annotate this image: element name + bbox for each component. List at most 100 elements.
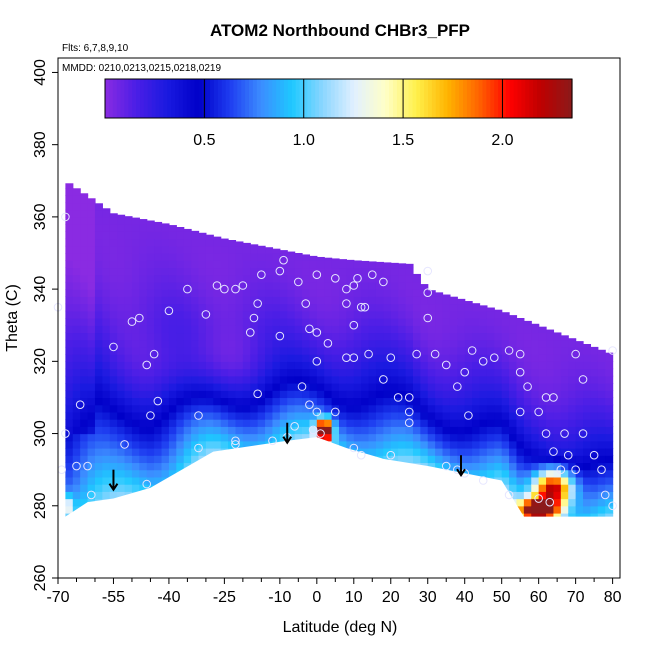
heat-cell-1362 [361, 368, 370, 377]
heat-cell-599 [168, 332, 177, 341]
heat-cell-1407 [375, 448, 384, 456]
heat-cell-871 [228, 253, 237, 261]
heat-cell-1293 [339, 260, 347, 269]
heat-cell-928 [242, 274, 251, 283]
heat-cell-1916 [516, 476, 525, 485]
heat-cell-455 [139, 281, 148, 290]
heat-cell-434 [139, 433, 148, 442]
heat-cell-2147 [575, 368, 584, 377]
heat-cell-1377 [361, 260, 370, 269]
heat-cell-1807 [479, 310, 488, 319]
heat-cell-1542 [405, 310, 414, 319]
heat-cell-1930 [516, 375, 525, 384]
heat-cell-2164 [583, 426, 592, 435]
heat-cell-1068 [279, 303, 288, 312]
heat-cell-1038 [272, 318, 281, 326]
colorbar-cell-84 [431, 79, 437, 118]
heat-cell-487 [146, 332, 155, 341]
heat-cell-860 [228, 332, 237, 341]
heat-cell-1393 [368, 346, 377, 355]
heat-cell-2158 [583, 469, 592, 478]
heat-cell-726 [198, 404, 207, 413]
heat-cell-1382 [368, 426, 377, 435]
heat-cell-1619 [427, 361, 436, 370]
heat-cell-754 [205, 433, 214, 442]
heat-cell-1915 [516, 484, 525, 492]
sample-point-95 [556, 465, 566, 474]
heat-cell-164 [87, 310, 96, 319]
sample-point-15 [146, 411, 155, 420]
heat-cell-22 [65, 354, 74, 362]
heat-cell-618 [176, 448, 185, 456]
heat-cell-1950 [523, 433, 532, 442]
heat-cell-2077 [560, 498, 569, 507]
heat-cell-1117 [294, 354, 303, 362]
sample-point-24 [231, 284, 240, 294]
heat-cell-1131 [294, 253, 303, 261]
heat-cell-1607 [427, 448, 436, 456]
heat-cell-1631 [435, 462, 444, 471]
heat-cell-2214 [597, 419, 606, 427]
heat-cell-475 [146, 419, 155, 427]
heat-cell-1877 [501, 354, 510, 362]
heat-cell-996 [265, 419, 274, 427]
sample-point-42 [290, 422, 299, 431]
heat-cell-59 [72, 426, 81, 435]
heat-cell-1913 [516, 498, 525, 507]
heat-cell-430 [139, 462, 148, 471]
heat-cell-1561 [412, 383, 421, 391]
sample-point-75 [423, 313, 433, 323]
x-tick-label-3: -25 [213, 589, 236, 606]
heat-cell-781 [205, 238, 214, 247]
colorbar-cell-42 [268, 79, 273, 118]
heat-cell-1512 [398, 318, 407, 326]
heat-cell-2126 [568, 338, 577, 341]
heat-cell-1677 [442, 318, 451, 326]
heat-cell-1457 [383, 296, 392, 305]
heat-cell-1121 [294, 325, 303, 334]
heat-cell-1706 [449, 296, 458, 305]
heat-cell-74 [72, 318, 81, 326]
heat-cell-282 [109, 375, 118, 384]
heat-cell-1326 [353, 426, 362, 435]
y-tick-label-3: 320 [32, 348, 49, 375]
heat-cell-1153 [302, 289, 311, 297]
heat-cell-1697 [449, 361, 458, 370]
heat-cell-2139 [575, 426, 584, 435]
heat-cell-1639 [435, 404, 444, 413]
heat-cell-1646 [435, 354, 444, 362]
heat-cell-573 [161, 253, 170, 261]
heat-cell-2179 [590, 498, 599, 507]
heat-cell-888 [235, 346, 244, 355]
heat-cell-27 [65, 318, 74, 326]
heat-cell-715 [191, 245, 200, 254]
heat-cell-1223 [324, 368, 333, 377]
heat-cell-1814 [486, 440, 495, 449]
colorbar-cell-14 [159, 79, 164, 118]
heat-cell-1210 [316, 267, 325, 276]
sample-point-110 [478, 476, 488, 485]
heat-cell-1597 [420, 325, 429, 334]
heat-cell-358 [124, 411, 133, 420]
heat-cell-547 [161, 440, 170, 449]
heat-cell-1798 [479, 375, 488, 384]
heat-cell-174 [87, 238, 96, 247]
heat-cell-1823 [486, 375, 495, 384]
heat-cell-364 [124, 368, 133, 377]
heat-cell-394 [131, 440, 140, 449]
heat-cell-960 [250, 260, 259, 269]
heat-cell-878 [235, 419, 244, 427]
heat-cell-1387 [368, 390, 377, 399]
heat-cell-1408 [375, 440, 384, 449]
colorbar-cell-117 [560, 79, 565, 118]
heat-cell-40 [65, 224, 74, 232]
heat-cell-1659 [442, 448, 451, 456]
heat-cell-1030 [272, 375, 281, 384]
x-tick-label-7: 20 [382, 589, 400, 606]
heat-cell-233 [102, 426, 111, 435]
heat-cell-5 [65, 476, 74, 485]
heat-cell-678 [183, 267, 192, 276]
heat-cell-317 [117, 419, 126, 427]
heat-cell-509 [154, 448, 163, 456]
heat-cell-1311 [346, 332, 355, 341]
